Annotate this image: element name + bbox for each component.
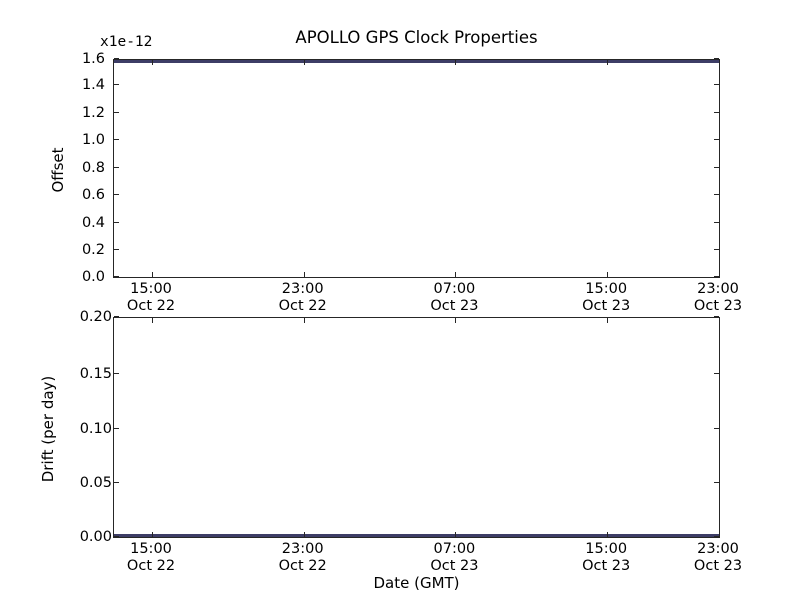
y-axis-offset-text: x1e-12 <box>100 34 153 50</box>
offset-ytick-label: 0.4 <box>81 214 105 231</box>
offset-ytick-labels: 0.0 0.2 0.4 0.6 0.8 1.0 1.2 1.4 1.6 <box>45 52 105 285</box>
offset-xtick-mark <box>719 272 720 277</box>
drift-ytick-mark <box>714 481 719 483</box>
offset-xtick-mark <box>719 60 720 65</box>
offset-ytick-mark <box>714 221 719 223</box>
offset-xtick-label: 23:00 Oct 23 <box>693 281 743 314</box>
offset-ytick-mark <box>114 249 119 250</box>
offset-xtick-label: 23:00 Oct 22 <box>278 281 327 314</box>
offset-ytick-mark <box>714 166 719 168</box>
offset-ytick-mark <box>714 58 719 59</box>
offset-ytick-mark <box>714 139 719 140</box>
drift-ytick-label: 0.15 <box>79 366 112 383</box>
offset-ytick-label: 1.6 <box>81 51 105 67</box>
offset-xtick-mark <box>607 60 609 65</box>
drift-ytick-mark <box>114 316 119 317</box>
drift-xtick-mark <box>303 532 305 537</box>
drift-ytick-mark <box>714 373 719 375</box>
offset-ytick-label: 1.2 <box>81 104 105 121</box>
drift-xtick-mark <box>719 318 720 323</box>
drift-xtick-label: 15:00 Oct 22 <box>126 541 176 574</box>
offset-ytick-mark <box>114 111 119 113</box>
offset-ytick-mark <box>114 58 119 59</box>
offset-ytick-label: 0.8 <box>81 159 105 176</box>
offset-ytick-mark <box>714 194 719 195</box>
drift-ytick-labels: 0.00 0.05 0.10 0.15 0.20 <box>52 310 112 545</box>
drift-xtick-mark <box>151 532 153 537</box>
offset-ytick-mark <box>114 221 119 223</box>
offset-plot-area <box>113 58 720 278</box>
offset-ytick-mark <box>714 276 719 277</box>
offset-ytick-mark <box>114 166 119 168</box>
drift-ytick-mark <box>114 427 119 429</box>
offset-xtick-mark <box>303 272 305 277</box>
drift-ytick-label: 0.10 <box>79 420 112 437</box>
offset-xtick-mark <box>151 60 153 65</box>
page-title: APOLLO GPS Clock Properties <box>295 28 538 47</box>
offset-ytick-mark <box>114 194 119 195</box>
offset-y-axis-label: Offset <box>49 147 67 193</box>
offset-ytick-label: 1.0 <box>81 132 105 148</box>
drift-ytick-mark <box>114 373 119 375</box>
drift-xtick-mark <box>455 532 457 537</box>
drift-ytick-label: 0.00 <box>79 529 112 545</box>
offset-series-line <box>114 60 719 63</box>
drift-ytick-label: 0.05 <box>79 474 112 491</box>
offset-ytick-mark <box>114 84 119 85</box>
offset-xtick-label: 15:00 Oct 22 <box>126 281 176 314</box>
offset-ytick-mark <box>714 249 719 250</box>
drift-ytick-label: 0.20 <box>79 309 112 325</box>
offset-xtick-mark <box>151 272 153 277</box>
offset-ytick-label: 1.4 <box>81 77 105 93</box>
drift-ytick-mark <box>114 481 119 483</box>
drift-ytick-mark <box>714 316 719 317</box>
drift-series-line <box>114 534 719 537</box>
offset-ytick-mark <box>714 111 719 113</box>
drift-ytick-mark <box>114 536 119 537</box>
drift-ytick-mark <box>714 536 719 537</box>
drift-xtick-label: 15:00 Oct 23 <box>582 541 631 574</box>
drift-xtick-label: 23:00 Oct 23 <box>693 541 743 574</box>
drift-xtick-label: 23:00 Oct 22 <box>278 541 327 574</box>
drift-y-axis-label: Drift (per day) <box>39 375 57 483</box>
offset-ytick-label: 0.0 <box>81 269 105 285</box>
drift-xtick-mark <box>455 318 457 323</box>
drift-xtick-mark <box>303 318 305 323</box>
drift-plot-area <box>113 316 720 538</box>
drift-xtick-mark <box>719 532 720 537</box>
offset-xtick-mark <box>607 272 609 277</box>
offset-ytick-mark <box>714 84 719 85</box>
drift-xtick-mark <box>607 318 609 323</box>
offset-xtick-mark <box>455 272 457 277</box>
offset-ytick-mark <box>114 139 119 140</box>
offset-ytick-label: 0.2 <box>81 242 105 258</box>
drift-xtick-label: 07:00 Oct 23 <box>430 541 479 574</box>
drift-x-axis-label: Date (GMT) <box>373 574 460 592</box>
offset-xtick-label: 15:00 Oct 23 <box>582 281 631 314</box>
offset-xtick-label: 07:00 Oct 23 <box>430 281 479 314</box>
drift-ytick-mark <box>714 427 719 429</box>
drift-xtick-mark <box>607 532 609 537</box>
offset-ytick-label: 0.6 <box>81 187 105 203</box>
offset-xtick-mark <box>303 60 305 65</box>
offset-xtick-mark <box>455 60 457 65</box>
drift-xtick-mark <box>151 318 153 323</box>
offset-ytick-mark <box>114 276 119 277</box>
